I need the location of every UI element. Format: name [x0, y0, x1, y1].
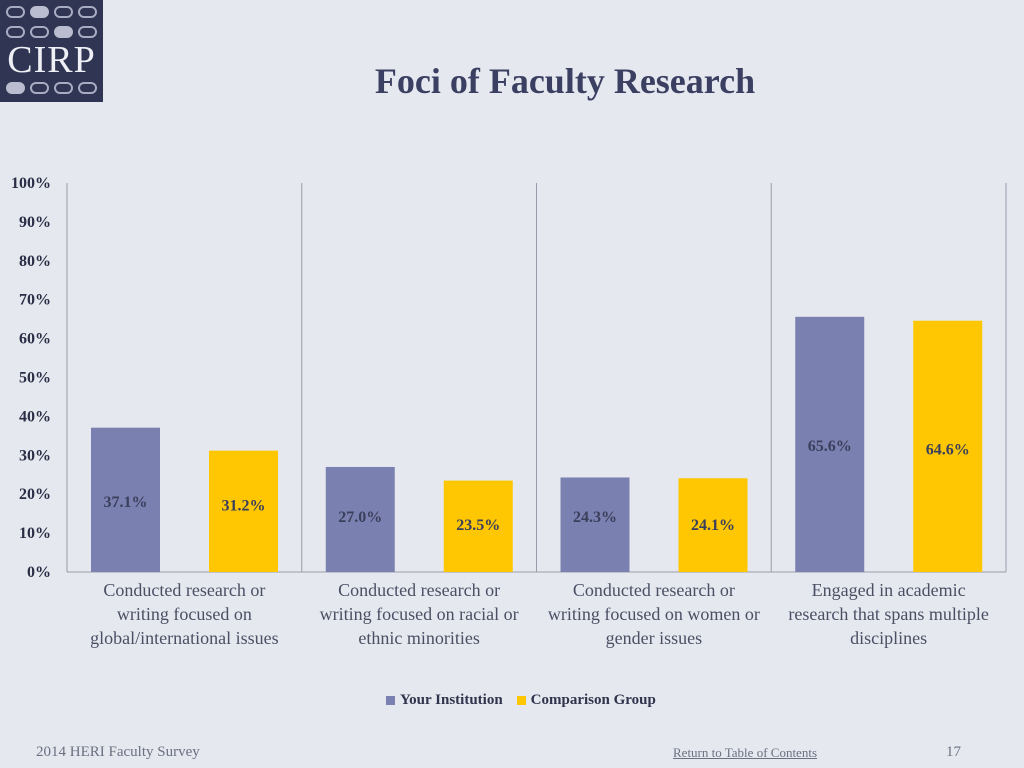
return-to-toc-link[interactable]: Return to Table of Contents — [673, 745, 817, 760]
legend-label-comparison-group: Comparison Group — [530, 692, 656, 708]
x-category-label-line: Conducted research or — [103, 580, 266, 600]
bar-comparison-group — [678, 478, 748, 572]
x-category-label: Conducted research or writing focused on … — [536, 578, 771, 650]
slide-title: Foci of Faculty Research — [374, 61, 756, 101]
logo-text: CIRP — [7, 39, 96, 81]
x-category-label-line: disciplines — [850, 628, 928, 648]
logo-pill-icon — [30, 26, 49, 38]
bar-your-institution — [91, 427, 160, 572]
logo-pill-icon — [78, 82, 97, 94]
logo-pill-icon — [78, 6, 97, 18]
x-category-label-line: Engaged in academic — [811, 580, 966, 600]
x-category-label-line: writing focused on racial or — [319, 604, 519, 624]
bar-your-institution — [560, 477, 630, 572]
cirp-logo: CIRP — [0, 0, 103, 102]
x-category-label-line: writing focused on — [116, 604, 252, 624]
logo-pill-icon — [54, 6, 73, 18]
y-tick-label: 90% — [19, 214, 51, 231]
y-tick-label: 70% — [19, 292, 51, 309]
logo-pill-icon — [54, 82, 73, 94]
logo-pill-icon — [78, 26, 97, 38]
x-category-label: Conducted research or writing focused on g… — [67, 578, 302, 650]
y-tick-label: 10% — [19, 525, 51, 542]
logo-pill-icon — [6, 6, 25, 18]
x-category-label-line: Conducted research or — [572, 580, 735, 600]
logo-pill-icon — [6, 82, 25, 94]
x-category-label-line: research that spans multiple — [788, 604, 989, 624]
bar-comparison-group — [209, 450, 278, 572]
data-label: 24.3% — [573, 509, 617, 526]
logo-pill-icon — [54, 26, 73, 38]
legend-swatch-comparison-group — [516, 696, 526, 705]
data-label: 24.1% — [691, 517, 735, 534]
legend-swatch-your-institution — [386, 696, 395, 705]
data-label: 23.5% — [456, 517, 500, 534]
x-category-label-line: writing focused on women or — [547, 604, 760, 624]
legend-item-your-institution: Your Institution — [386, 692, 503, 709]
bar-your-institution — [325, 466, 395, 572]
logo-pill-icon — [6, 26, 25, 38]
legend-label-your-institution: Your Institution — [400, 692, 503, 708]
page-number: 17 — [946, 744, 961, 760]
data-label: 65.6% — [808, 438, 852, 455]
y-tick-label: 0% — [27, 564, 51, 581]
bar-comparison-group — [913, 320, 983, 572]
legend-item-comparison-group: Comparison Group — [516, 692, 656, 709]
data-label: 64.6% — [926, 442, 970, 459]
x-category-label-line: ethnic minorities — [358, 628, 480, 648]
bar-your-institution — [795, 316, 865, 572]
y-tick-label: 100% — [11, 175, 51, 192]
x-category-label: Engaged in academic research that spans m… — [771, 578, 1006, 650]
y-tick-label: 80% — [19, 253, 51, 270]
y-tick-label: 30% — [19, 447, 51, 464]
x-category-label-line: gender issues — [605, 628, 703, 648]
x-category-label: Conducted research or writing focused on … — [302, 578, 537, 650]
data-label: 37.1% — [104, 494, 148, 511]
data-label: 31.2% — [222, 498, 266, 515]
x-category-label-line: Conducted research or — [338, 580, 501, 600]
logo-pill-icon — [30, 6, 49, 18]
logo-pill-icon — [30, 82, 49, 94]
footer-survey-name: 2014 HERI Faculty Survey — [36, 744, 200, 760]
x-category-label-line: global/international issues — [90, 628, 279, 648]
y-tick-label: 60% — [19, 331, 51, 348]
y-tick-label: 20% — [19, 486, 51, 503]
bar-comparison-group — [443, 480, 513, 572]
y-tick-label: 50% — [19, 370, 51, 387]
data-label: 27.0% — [338, 509, 382, 526]
chart-legend: Your Institution Comparison Group — [386, 692, 656, 709]
y-tick-label: 40% — [19, 408, 51, 425]
